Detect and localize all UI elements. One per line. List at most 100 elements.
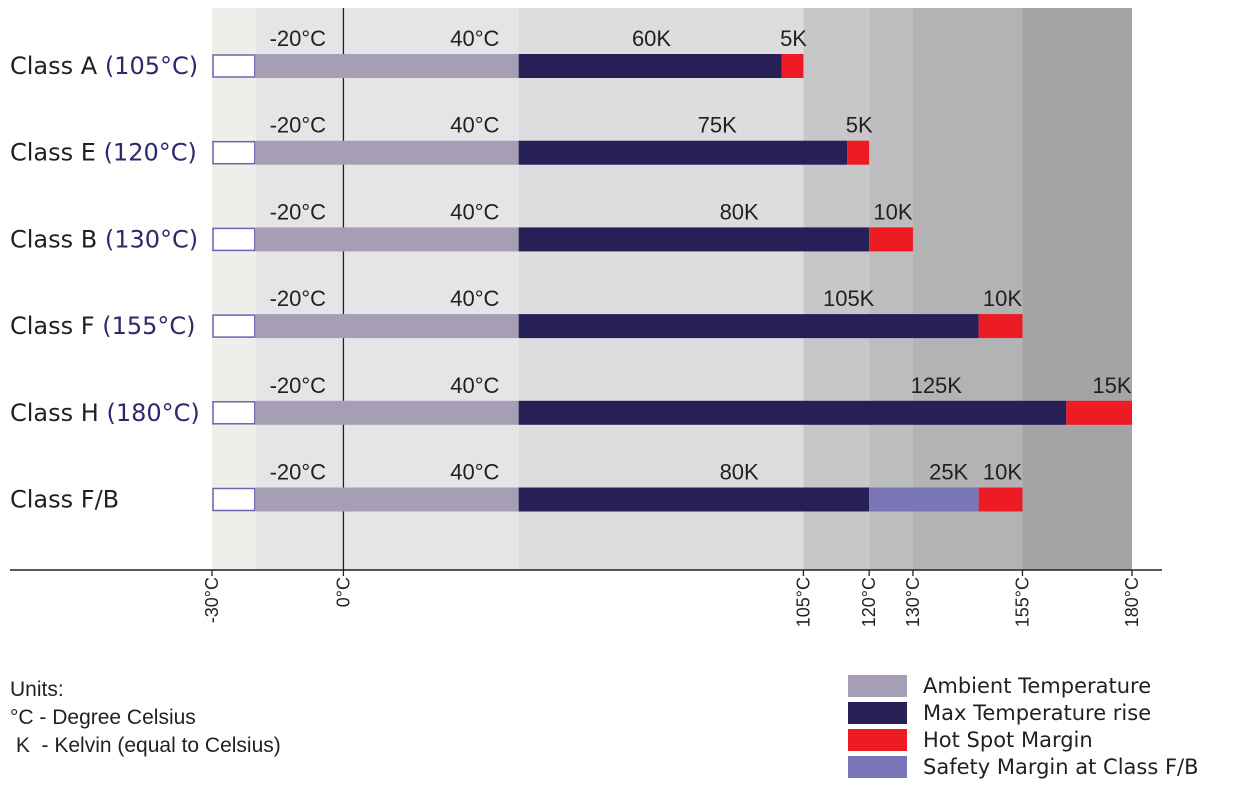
cold-range-box <box>212 54 256 78</box>
units-note: Units: °C - Degree Celsius K - Kelvin (e… <box>10 676 281 760</box>
ambient-bar <box>255 400 519 425</box>
cold-range-box <box>212 487 256 512</box>
ambient-max-label: 40°C <box>450 113 499 138</box>
ambient-bar <box>255 487 519 512</box>
legend-swatch <box>848 701 907 724</box>
legend-label: Max Temperature rise <box>923 700 1152 725</box>
hot_spot-bar <box>978 487 1023 512</box>
ambient-max-label: 40°C <box>450 460 499 485</box>
hot_spot-label: 5K <box>846 113 873 138</box>
class-temp: (155°C) <box>95 312 196 340</box>
cold-range-box <box>212 227 256 252</box>
hot_spot-bar <box>978 314 1023 339</box>
class-name: Class E <box>10 139 96 167</box>
hot_spot-label: 5K <box>780 26 807 51</box>
x-tick-label: 180°C <box>1122 577 1142 627</box>
row-5: Class F/B -20°C 40°C 80K 25K 10K <box>10 460 1023 514</box>
class-name: Class F <box>10 312 95 340</box>
row-2: Class B (130°C) -20°C 40°C 80K 10K <box>10 199 913 253</box>
ambient-min-label: -20°C <box>270 373 327 398</box>
zone-5 <box>912 8 1023 570</box>
x-axis: -30°C 0°C 105°C 120°C 130°C 155°C 180°C <box>10 569 1162 627</box>
ambient-bar <box>255 227 519 252</box>
legend-item: Safety Margin at Class F/B <box>848 753 1199 780</box>
hot_spot-bar <box>781 54 804 78</box>
max_rise-bar <box>518 140 848 165</box>
ambient-min-label: -20°C <box>270 26 327 51</box>
safety-bar <box>869 487 979 512</box>
row-3: Class F (155°C) -20°C 40°C 105K 10K <box>10 286 1023 340</box>
zone-6 <box>1022 8 1132 570</box>
max_rise-label: 125K <box>911 373 963 398</box>
max_rise-bar <box>518 227 870 252</box>
ambient-max-label: 40°C <box>450 373 499 398</box>
hot_spot-label: 10K <box>983 286 1022 311</box>
class-label: Class A (105°C) <box>10 52 198 80</box>
legend: Ambient Temperature Max Temperature rise H… <box>848 672 1199 780</box>
zone-3 <box>803 8 870 570</box>
max_rise-bar <box>518 487 870 512</box>
legend-label: Ambient Temperature <box>923 673 1152 698</box>
zone-4 <box>869 8 913 570</box>
zone-0 <box>212 8 256 570</box>
class-temp: (130°C) <box>97 225 198 253</box>
class-label: Class H (180°C) <box>10 399 200 427</box>
row-1: Class E (120°C) -20°C 40°C 75K 5K <box>10 113 873 167</box>
class-temp: (105°C) <box>97 52 198 80</box>
cold-range-box <box>212 401 256 425</box>
ambient-min-label: -20°C <box>270 460 327 485</box>
ambient-bar <box>255 54 519 78</box>
max_rise-label: 105K <box>823 286 875 311</box>
hot_spot-label: 15K <box>1092 373 1131 398</box>
class-temp: (180°C) <box>99 399 200 427</box>
background-zones <box>212 8 1132 570</box>
max_rise-label: 60K <box>632 26 671 51</box>
hot_spot-bar <box>847 140 870 165</box>
class-label: Class B (130°C) <box>10 225 198 253</box>
class-label: Class F (155°C) <box>10 312 196 340</box>
safety-label: 25K <box>929 460 968 485</box>
legend-label: Hot Spot Margin <box>923 727 1093 752</box>
x-tick-label: 155°C <box>1012 577 1032 627</box>
class-label: Class F/B <box>10 486 119 514</box>
max_rise-label: 80K <box>720 199 759 224</box>
ambient-bar <box>255 314 519 339</box>
max_rise-bar <box>518 54 782 78</box>
cold-range-box <box>212 314 256 338</box>
max_rise-label: 75K <box>698 113 737 138</box>
class-name: Class F/B <box>10 486 119 514</box>
ambient-min-label: -20°C <box>270 113 327 138</box>
zone-1 <box>255 8 519 570</box>
hot_spot-bar <box>869 227 913 252</box>
ambient-max-label: 40°C <box>450 199 499 224</box>
ambient-min-label: -20°C <box>270 199 327 224</box>
x-tick-label: 130°C <box>903 577 923 627</box>
ambient-max-label: 40°C <box>450 26 499 51</box>
units-kelvin: K - Kelvin (equal to Celsius) <box>10 734 281 757</box>
cold-range-box <box>212 140 256 165</box>
ambient-max-label: 40°C <box>450 286 499 311</box>
hot_spot-label: 10K <box>983 460 1022 485</box>
legend-item: Ambient Temperature <box>848 672 1199 699</box>
max_rise-bar <box>518 314 979 339</box>
max_rise-bar <box>518 400 1067 425</box>
row-4: Class H (180°C) -20°C 40°C 125K 15K <box>10 373 1132 427</box>
legend-swatch <box>848 674 907 697</box>
hot_spot-bar <box>1066 400 1132 425</box>
units-title: Units: <box>10 678 64 701</box>
ambient-bar <box>255 140 519 165</box>
max_rise-label: 80K <box>720 460 759 485</box>
legend-item: Max Temperature rise <box>848 699 1199 726</box>
x-tick-label: -30°C <box>202 577 222 623</box>
class-name: Class H <box>10 399 99 427</box>
row-0: Class A (105°C) -20°C 40°C 60K 5K <box>10 26 807 80</box>
legend-swatch <box>848 728 907 751</box>
x-tick-label: 105°C <box>793 577 813 627</box>
legend-swatch <box>848 755 907 778</box>
class-temp: (120°C) <box>96 139 197 167</box>
units-celsius: °C - Degree Celsius <box>10 706 196 729</box>
class-label: Class E (120°C) <box>10 139 197 167</box>
hot_spot-label: 10K <box>873 199 912 224</box>
